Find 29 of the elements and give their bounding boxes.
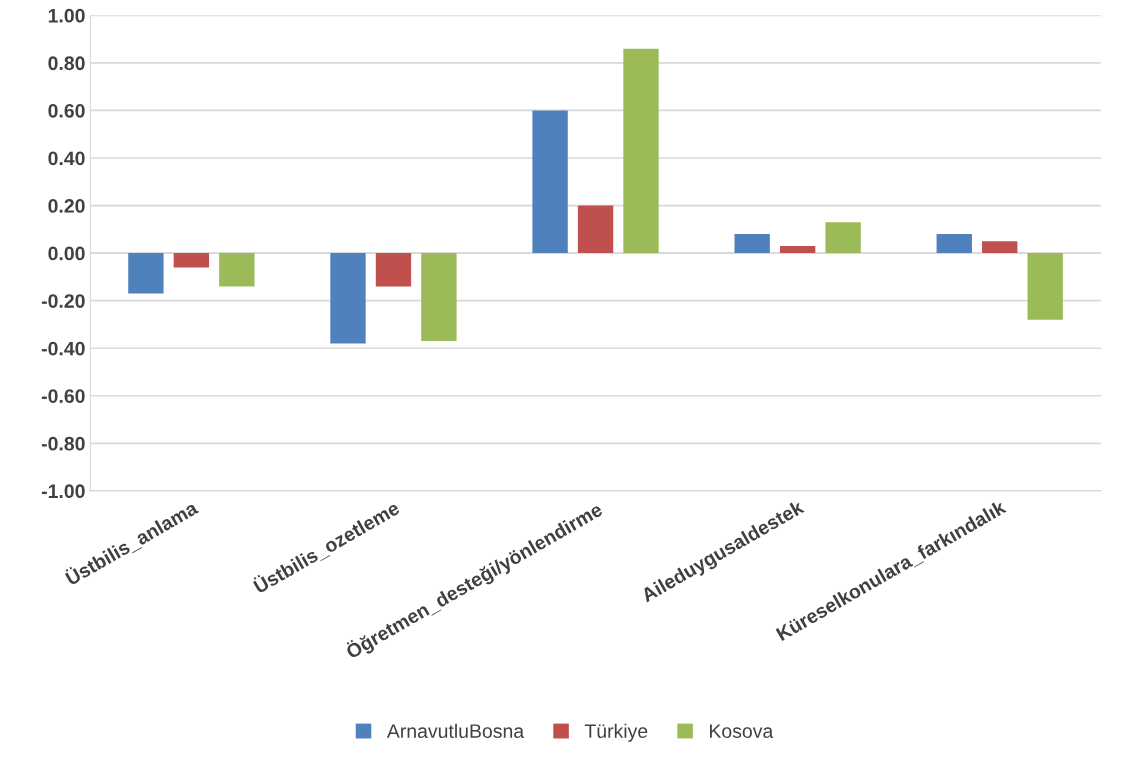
bar	[825, 222, 861, 254]
y-tick-label: -1.00	[41, 484, 85, 499]
y-tick-label: -0.40	[41, 341, 85, 356]
y-tick-label: 0.20	[48, 199, 85, 213]
bar	[421, 253, 457, 342]
bar	[1027, 253, 1063, 320]
bar	[779, 245, 816, 254]
y-tick-label: 0.80	[48, 56, 85, 71]
y-tick-label: 0.00	[48, 246, 85, 261]
bar	[173, 253, 210, 268]
bar	[982, 241, 1018, 254]
bar	[375, 253, 412, 287]
bar	[734, 234, 770, 254]
y-tick-label: 0.60	[48, 103, 85, 118]
bar	[532, 110, 568, 254]
bar	[128, 253, 164, 294]
bar	[936, 234, 972, 254]
y-tick-label: -0.80	[41, 436, 85, 451]
y-tick-label: 1.00	[48, 8, 85, 23]
y-tick-label: -0.20	[41, 294, 85, 308]
bar	[219, 253, 255, 287]
y-tick-label: -0.60	[41, 389, 85, 404]
bar	[577, 205, 614, 254]
bar	[623, 48, 659, 254]
legend-label: Türkiye	[584, 723, 648, 742]
y-tick-label: 0.40	[48, 151, 85, 166]
legend-label: ArnavutluBosna	[386, 723, 525, 738]
legend-label: Kosova	[710, 724, 774, 738]
bar	[330, 253, 366, 344]
